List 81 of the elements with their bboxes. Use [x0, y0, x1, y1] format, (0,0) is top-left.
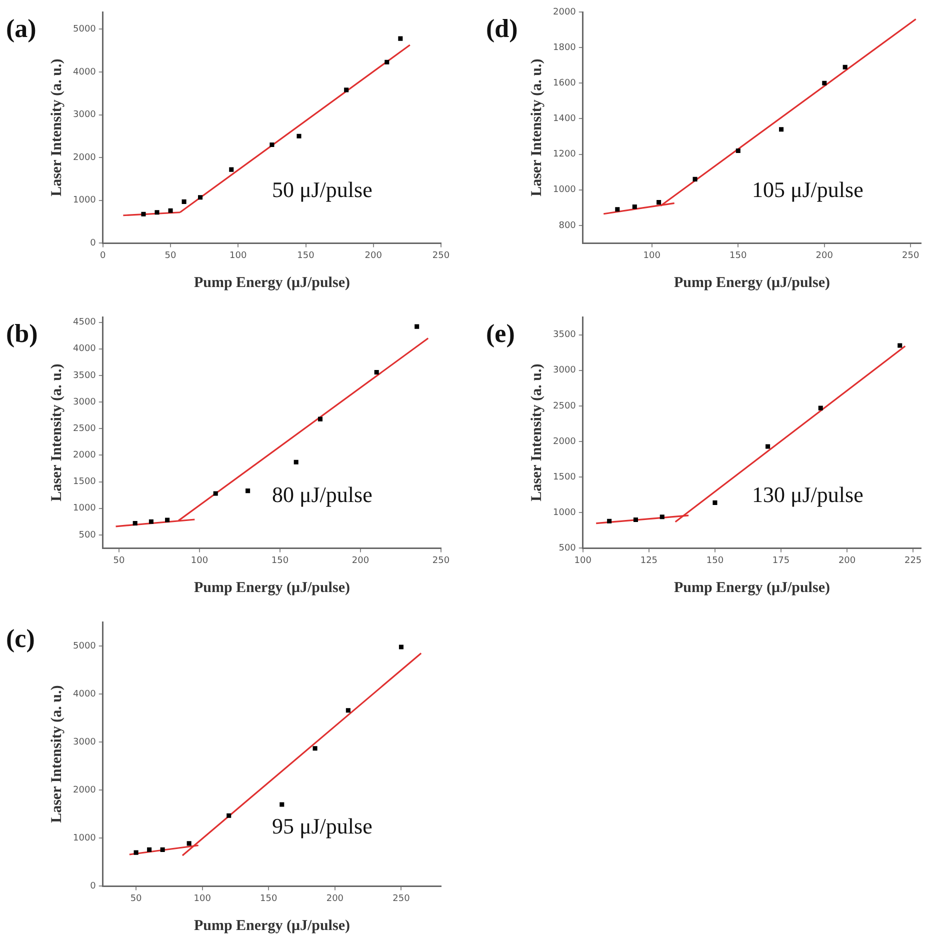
- y-tick-label: 3000: [73, 110, 96, 120]
- y-tick-label: 1600: [553, 78, 576, 88]
- y-tick-label: 3000: [73, 397, 96, 408]
- x-tick-label: 50: [164, 250, 177, 261]
- y-tick-label: 5000: [73, 24, 96, 34]
- y-tick-label: 3000: [553, 366, 576, 376]
- y-tick-label: 2000: [73, 785, 96, 796]
- x-tick-label: 0: [100, 250, 106, 261]
- y-tick-label: 4000: [73, 344, 96, 354]
- annotation: 80 μJ/pulse: [272, 482, 372, 507]
- y-tick-label: 4000: [73, 689, 96, 700]
- x-tick-label: 150: [260, 894, 278, 904]
- y-tick-label: 2500: [73, 424, 96, 434]
- chart-title: (b): [6, 319, 38, 349]
- chart-title: (e): [486, 319, 515, 349]
- y-tick-label: 0: [90, 238, 96, 249]
- annotation: 130 μJ/pulse: [752, 482, 864, 507]
- chart-title: (a): [6, 14, 36, 44]
- y-tick-label: 1500: [73, 477, 96, 488]
- y-tick-label: 2000: [73, 450, 96, 461]
- y-tick-label: 1000: [73, 196, 96, 206]
- x-tick-label: 200: [838, 556, 856, 566]
- x-tick-label: 100: [574, 556, 592, 566]
- y-tick-label: 3500: [73, 370, 96, 381]
- y-tick-label: 5000: [73, 641, 96, 652]
- y-axis-title: Laser Intensity (a. u.): [48, 685, 65, 823]
- y-tick-label: 1000: [73, 834, 96, 844]
- x-tick-label: 175: [772, 556, 790, 566]
- x-tick-label: 200: [364, 250, 382, 261]
- x-tick-label: 100: [194, 894, 212, 904]
- x-tick-label: 200: [352, 556, 370, 566]
- y-tick-label: 1000: [73, 504, 96, 514]
- x-tick-label: 150: [297, 250, 315, 261]
- x-tick-label: 250: [432, 250, 450, 261]
- x-tick-label: 150: [706, 556, 724, 566]
- x-axis-title: Pump Energy (μJ/pulse): [674, 274, 830, 291]
- x-axis-title: Pump Energy (μJ/pulse): [194, 580, 350, 596]
- x-tick-label: 250: [392, 894, 410, 904]
- annotation: 95 μJ/pulse: [272, 813, 372, 838]
- y-tick-label: 1200: [553, 150, 576, 160]
- x-tick-label: 100: [643, 250, 661, 261]
- y-axis-title: Laser Intensity (a. u.): [528, 58, 545, 196]
- x-tick-label: 150: [271, 556, 289, 566]
- x-tick-label: 250: [902, 250, 920, 261]
- y-tick-label: 2000: [73, 152, 96, 163]
- y-tick-label: 1400: [553, 114, 576, 124]
- x-tick-label: 125: [640, 556, 658, 566]
- x-tick-label: 100: [190, 556, 208, 566]
- x-tick-label: 250: [432, 556, 450, 566]
- y-tick-label: 2500: [553, 401, 576, 412]
- y-tick-label: 1000: [553, 508, 576, 518]
- annotation: 105 μJ/pulse: [752, 176, 864, 202]
- x-axis-title: Pump Energy (μJ/pulse): [194, 274, 350, 291]
- x-tick-label: 200: [816, 250, 834, 261]
- y-axis-title: Laser Intensity (a. u.): [48, 58, 65, 196]
- y-tick-label: 4500: [73, 318, 96, 328]
- x-axis-title: Pump Energy (μJ/pulse): [194, 918, 350, 934]
- y-tick-label: 4000: [73, 67, 96, 78]
- y-tick-label: 800: [558, 220, 576, 231]
- x-tick-label: 225: [904, 556, 922, 566]
- y-tick-label: 2000: [553, 436, 576, 447]
- annotation: 50 μJ/pulse: [272, 176, 372, 202]
- x-axis-title: Pump Energy (μJ/pulse): [674, 580, 830, 596]
- y-tick-label: 1800: [553, 42, 576, 53]
- x-tick-label: 150: [730, 250, 748, 261]
- y-axis-title: Laser Intensity (a. u.): [48, 364, 65, 502]
- y-tick-label: 3000: [73, 737, 96, 748]
- x-tick-label: 50: [113, 556, 126, 566]
- y-tick-label: 2000: [553, 7, 576, 18]
- y-axis-title: Laser Intensity (a. u.): [528, 364, 545, 502]
- y-tick-label: 500: [558, 544, 576, 554]
- x-tick-label: 100: [230, 250, 247, 261]
- chart-title: (d): [486, 14, 518, 44]
- x-tick-label: 50: [130, 894, 142, 904]
- x-tick-label: 200: [326, 894, 344, 904]
- y-tick-label: 3500: [553, 330, 576, 340]
- y-tick-label: 1000: [553, 185, 576, 196]
- y-tick-label: 0: [90, 882, 96, 892]
- chart-title: (c): [6, 624, 35, 654]
- y-tick-label: 500: [78, 530, 96, 540]
- y-tick-label: 1500: [553, 472, 576, 482]
